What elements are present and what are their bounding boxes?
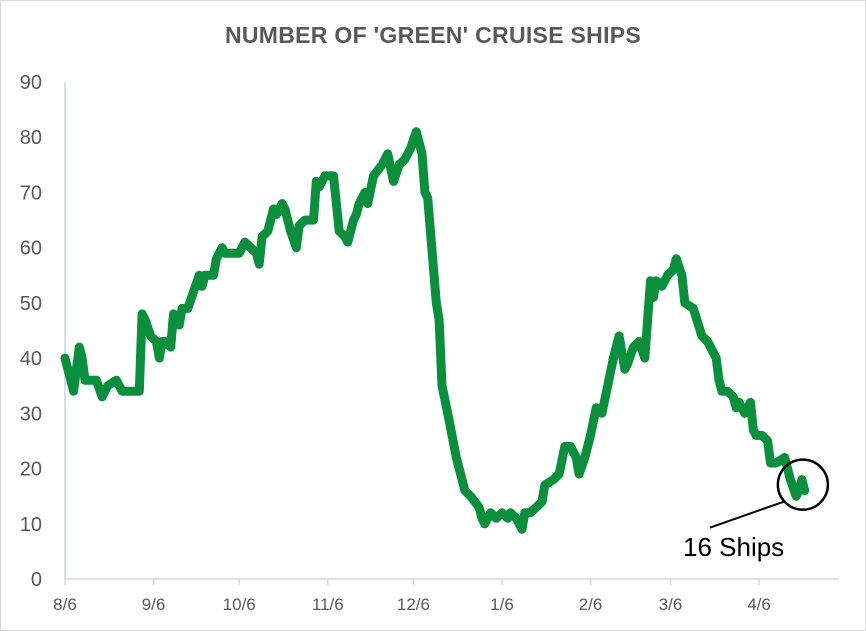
annotation-leader-line bbox=[709, 500, 785, 529]
x-tick-label-12-6: 12/6 bbox=[397, 595, 430, 614]
y-tick-label-0: 0 bbox=[31, 569, 42, 591]
annotation-label: 16 Ships bbox=[683, 532, 784, 562]
chart-title: NUMBER OF 'GREEN' CRUISE SHIPS bbox=[224, 22, 642, 48]
x-tick-label-3-6: 3/6 bbox=[659, 595, 683, 614]
y-tick-label-40: 40 bbox=[20, 348, 42, 370]
x-tick-label-4-6: 4/6 bbox=[747, 595, 771, 614]
x-tick-label-1-6: 1/6 bbox=[490, 595, 514, 614]
y-tick-label-70: 70 bbox=[20, 182, 42, 204]
annotation-circle bbox=[776, 458, 830, 511]
y-tick-label-50: 50 bbox=[20, 293, 42, 315]
x-tick-label-9-6: 9/6 bbox=[142, 595, 166, 614]
x-tick-label-8-6: 8/6 bbox=[53, 595, 77, 614]
y-tick-label-20: 20 bbox=[20, 459, 42, 481]
x-tick-label-2-6: 2/6 bbox=[579, 595, 603, 614]
y-tick-label-80: 80 bbox=[20, 127, 42, 149]
x-tick-label-11-6: 11/6 bbox=[312, 595, 344, 614]
y-tick-label-30: 30 bbox=[20, 403, 42, 425]
y-tick-label-60: 60 bbox=[20, 238, 42, 260]
series-line bbox=[60, 127, 810, 534]
x-tick-label-10-6: 10/6 bbox=[223, 595, 256, 614]
y-tick-label-90: 90 bbox=[20, 72, 42, 94]
y-tick-label-10: 10 bbox=[20, 514, 42, 536]
